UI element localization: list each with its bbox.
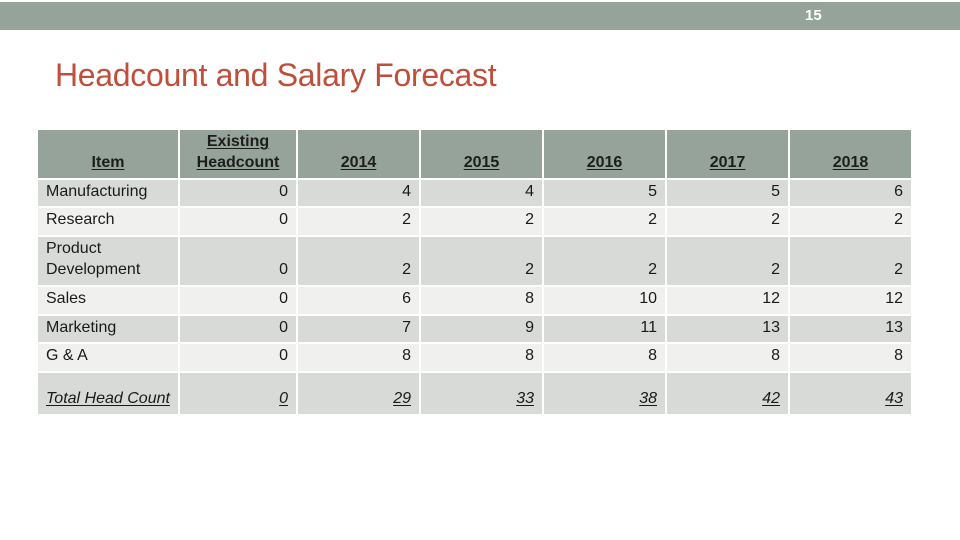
table-row-total-head-count: Total Head Count 0 29 33 38 42 43 xyxy=(36,371,913,417)
cell-value: 5 xyxy=(542,177,667,209)
cell-value: 0 xyxy=(178,313,298,345)
cell-value: 2 xyxy=(296,235,421,287)
cell-value: 9 xyxy=(419,313,544,345)
row-label: Research xyxy=(36,206,180,238)
cell-value: 8 xyxy=(542,342,667,374)
cell-value: 2 xyxy=(788,235,913,287)
cell-value: 33 xyxy=(419,371,544,417)
cell-value: 0 xyxy=(178,284,298,316)
cell-value: 2 xyxy=(419,206,544,238)
column-header-existing: Existing Headcount xyxy=(178,128,298,180)
column-header-2017: 2017 xyxy=(665,128,790,180)
cell-value: 11 xyxy=(542,313,667,345)
headcount-forecast-table: Item Existing Headcount 2014 2015 2016 2… xyxy=(36,128,913,417)
column-header-2014: 2014 xyxy=(296,128,421,180)
cell-value: 2 xyxy=(419,235,544,287)
cell-value: 43 xyxy=(788,371,913,417)
cell-value: 2 xyxy=(665,235,790,287)
cell-value: 5 xyxy=(665,177,790,209)
cell-value: 8 xyxy=(788,342,913,374)
column-header-2015: 2015 xyxy=(419,128,544,180)
cell-value: 8 xyxy=(296,342,421,374)
table-row-marketing: Marketing 0 7 9 11 13 13 xyxy=(36,313,913,345)
cell-value: 2 xyxy=(665,206,790,238)
cell-value: 2 xyxy=(788,206,913,238)
cell-value: 10 xyxy=(542,284,667,316)
cell-value: 4 xyxy=(296,177,421,209)
row-label: Manufacturing xyxy=(36,177,180,209)
row-label: Sales xyxy=(36,284,180,316)
cell-value: 29 xyxy=(296,371,421,417)
cell-value: 13 xyxy=(665,313,790,345)
cell-value: 0 xyxy=(178,177,298,209)
column-header-2016: 2016 xyxy=(542,128,667,180)
row-label: G & A xyxy=(36,342,180,374)
cell-value: 2 xyxy=(296,206,421,238)
cell-value: 8 xyxy=(419,342,544,374)
page-title: Headcount and Salary Forecast xyxy=(55,57,497,93)
column-header-2018: 2018 xyxy=(788,128,913,180)
cell-value: 6 xyxy=(788,177,913,209)
cell-value: 13 xyxy=(788,313,913,345)
cell-value: 0 xyxy=(178,371,298,417)
cell-value: 8 xyxy=(665,342,790,374)
table-row-product-development: Product Development 0 2 2 2 2 2 xyxy=(36,235,913,287)
cell-value: 12 xyxy=(788,284,913,316)
table-row-research: Research 0 2 2 2 2 2 xyxy=(36,206,913,238)
row-label: Product Development xyxy=(36,235,180,287)
table-row-ga: G & A 0 8 8 8 8 8 xyxy=(36,342,913,374)
cell-value: 0 xyxy=(178,206,298,238)
cell-value: 2 xyxy=(542,235,667,287)
cell-value: 42 xyxy=(665,371,790,417)
table-row-sales: Sales 0 6 8 10 12 12 xyxy=(36,284,913,316)
header-row: Item Existing Headcount 2014 2015 2016 2… xyxy=(36,128,913,180)
cell-value: 12 xyxy=(665,284,790,316)
page-number: 15 xyxy=(805,7,822,24)
row-label: Total Head Count xyxy=(36,371,180,417)
column-header-item: Item xyxy=(36,128,180,180)
cell-value: 0 xyxy=(178,342,298,374)
cell-value: 4 xyxy=(419,177,544,209)
cell-value: 8 xyxy=(419,284,544,316)
row-label: Marketing xyxy=(36,313,180,345)
cell-value: 7 xyxy=(296,313,421,345)
cell-value: 0 xyxy=(178,235,298,287)
table-row-manufacturing: Manufacturing 0 4 4 5 5 6 xyxy=(36,177,913,209)
cell-value: 2 xyxy=(542,206,667,238)
slide-accent-bar: 15 xyxy=(0,2,960,30)
cell-value: 38 xyxy=(542,371,667,417)
cell-value: 6 xyxy=(296,284,421,316)
